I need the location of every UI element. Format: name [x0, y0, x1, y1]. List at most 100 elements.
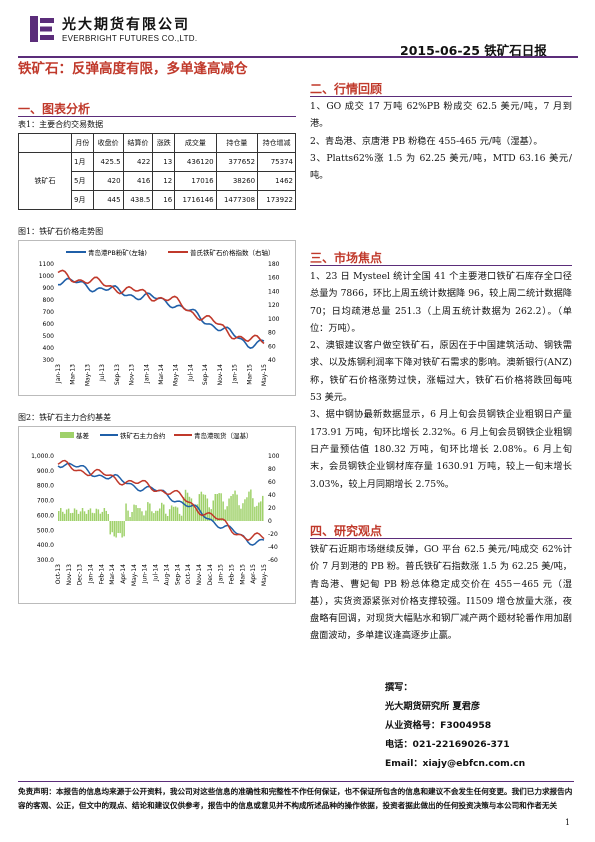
basis-bar	[123, 521, 125, 537]
basis-bar	[166, 516, 169, 521]
basis-bar	[93, 513, 96, 521]
basis-bar	[141, 511, 143, 521]
x-axis-tick: Jan-13	[55, 364, 62, 384]
right-axis-tick: 40	[268, 492, 276, 499]
basis-bar	[262, 495, 264, 521]
basis-bar	[127, 510, 129, 521]
section-rule	[310, 538, 572, 539]
left-axis-tick: 900.0	[37, 468, 54, 475]
basis-bar	[81, 508, 84, 521]
basis-bar	[115, 521, 117, 538]
table-header-cell: 持仓增减	[257, 133, 296, 153]
basis-bar	[174, 506, 177, 521]
basis-bar	[220, 493, 222, 521]
left-axis-tick: 700	[43, 309, 55, 316]
x-axis-ticks: Jan-13 Mar-13 May-13 Jul-13 Sep-13 Nov-13 Jan-…	[55, 364, 268, 386]
x-axis-tick: Nov-14	[217, 364, 224, 386]
basis-bar	[212, 500, 214, 521]
basis-bar	[85, 513, 88, 521]
x-axis-tick: May-15	[261, 564, 268, 586]
basis-bar	[135, 505, 137, 521]
basis-bar	[155, 510, 157, 521]
basis-bar	[131, 512, 133, 521]
left-axis-tick: 1100	[39, 261, 54, 268]
table-cell: 173922	[257, 190, 296, 210]
basis-bar	[178, 513, 181, 521]
focus-item: 2、澳银建议客户做空铁矿石，原因在于中国建筑活动、钢铁需求、以及炼钢利润率下降对…	[310, 340, 572, 404]
signature-license: 从业资格号：F3004958	[385, 720, 492, 731]
legend-main: 铁矿石主力合约	[120, 431, 166, 440]
footer-rule	[18, 781, 574, 782]
trade-data-table: 月份 收盘价 结算价 涨跌 成交量 持仓量 持仓增减 铁矿石 1月 425.5 …	[18, 133, 296, 210]
x-axis-tick: May-15	[261, 364, 268, 386]
basis-bar	[75, 509, 78, 521]
basis-bar	[222, 501, 224, 521]
basis-bar	[121, 521, 123, 538]
x-axis-tick: Nov-14	[196, 564, 203, 586]
basis-bar	[168, 509, 171, 521]
basis-bar	[129, 517, 131, 521]
left-axis-tick: 700.0	[37, 498, 54, 505]
table-cell: 438.5	[122, 190, 154, 210]
focus-list: 1、23 日 Mysteel 统计全国 41 个主要港口铁矿石库存全口径总量为 …	[310, 268, 572, 493]
basis-bar	[228, 498, 230, 521]
basis-bar	[256, 505, 258, 521]
right-axis-tick: 80	[268, 466, 276, 473]
section-heading-focus: 三、市场焦点	[310, 251, 383, 265]
table-cell: 1462	[257, 171, 296, 191]
basis-bar	[218, 493, 220, 521]
basis-bar	[176, 507, 179, 521]
right-axis-ticks: 100 80 60 40 20 0 -20 -40 -60	[268, 453, 280, 564]
basis-bar	[145, 510, 147, 521]
x-axis-tick: Oct-14	[185, 564, 192, 584]
basis-bar	[111, 521, 113, 533]
series-line-platts	[57, 269, 265, 345]
review-item: 2、青岛港、京唐港 PB 粉稳在 455-465 元/吨（湿基）。	[310, 135, 543, 147]
x-axis-tick: Mar-15	[239, 564, 246, 585]
x-axis-tick: Jan-14	[88, 564, 95, 584]
basis-bar	[62, 511, 64, 521]
x-axis-tick: Mar-14	[109, 564, 116, 585]
basis-bar	[139, 508, 141, 521]
basis-bar	[172, 506, 175, 521]
table-cell: 436120	[174, 152, 217, 172]
basis-bar	[109, 521, 111, 535]
x-axis-tick: May-14	[173, 364, 180, 386]
signature-org: 光大期货研究所 夏君彦	[385, 701, 481, 712]
basis-bar	[99, 513, 102, 521]
x-axis-tick: Jul-14	[187, 364, 194, 382]
x-axis-tick: Mar-15	[246, 364, 253, 385]
section-heading-view: 四、研究观点	[310, 524, 383, 538]
basis-bar	[149, 503, 151, 521]
table-cell: 38260	[215, 171, 259, 191]
basis-bar	[107, 514, 109, 521]
right-axis-tick: 100	[268, 453, 280, 460]
legend-spot: 青岛港现货（湿基）	[194, 431, 253, 440]
page-number: 1	[565, 818, 571, 827]
basis-bar	[60, 508, 62, 521]
basis-bar	[58, 511, 60, 521]
basis-bar	[165, 513, 167, 521]
company-name-en: EVERBRIGHT FUTURES CO.,LTD.	[62, 34, 198, 43]
company-logo	[28, 14, 58, 44]
right-axis-tick: -60	[268, 557, 278, 564]
basis-bar	[133, 504, 135, 521]
table-cell: 1月	[71, 152, 94, 172]
basis-bar	[252, 498, 254, 521]
basis-bar	[200, 491, 203, 521]
x-axis-tick: May-13	[84, 364, 91, 386]
table-cell: 416	[122, 171, 154, 191]
right-axis-tick: 100	[268, 316, 280, 323]
basis-bar	[260, 501, 262, 521]
signature-phone: 电话：021-22169026-371	[385, 739, 510, 750]
table-row: 铁矿石 1月 425.5 422 13 436120 377652 75374	[18, 152, 296, 210]
basis-bar	[226, 506, 228, 521]
disclaimer: 免责声明：本报告的信息均来源于公开资料，我公司对这些信息的准确性和完整性不作任何…	[18, 787, 573, 810]
basis-bar	[89, 508, 92, 521]
basis-bar	[180, 515, 183, 521]
section-rule	[310, 96, 572, 97]
basis-bar	[159, 508, 161, 521]
product-cell: 铁矿石	[18, 152, 72, 210]
right-axis-tick: 40	[268, 357, 276, 364]
basis-bar	[254, 506, 256, 521]
